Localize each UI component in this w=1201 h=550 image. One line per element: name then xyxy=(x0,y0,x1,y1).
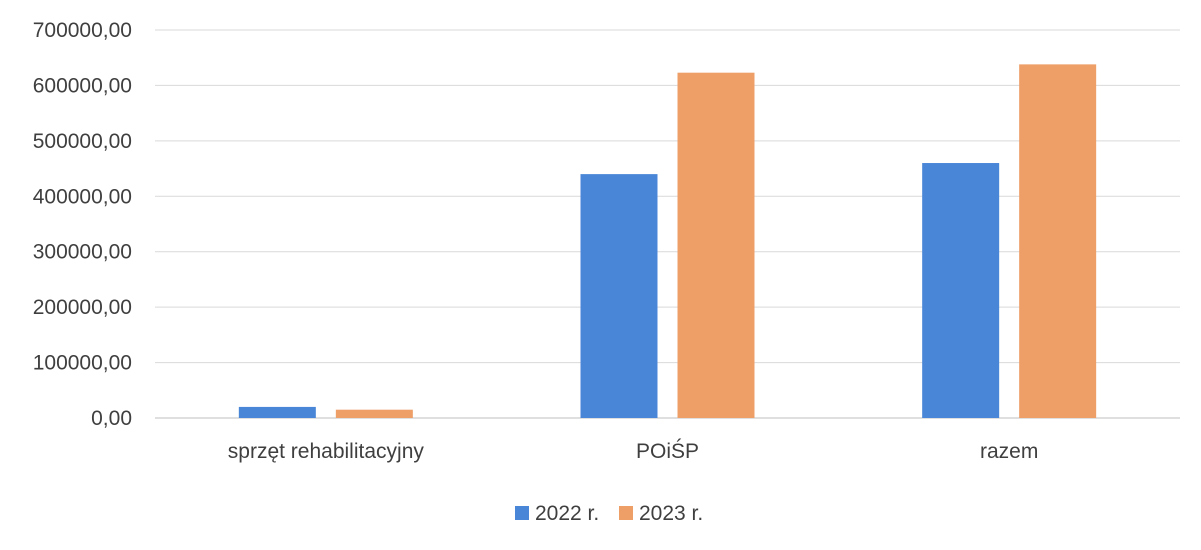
legend-swatch xyxy=(619,506,633,520)
y-tick-label: 100000,00 xyxy=(33,352,132,375)
bar-1-3 xyxy=(922,163,1000,418)
y-tick-label: 0,00 xyxy=(91,407,132,430)
x-axis-category-labels: sprzęt rehabilitacyjny POiŚP razem xyxy=(228,439,1039,463)
y-axis-tick-labels: 0,00 100000,00 200000,00 300000,00 400000,00… xyxy=(33,19,132,430)
x-category-label: POiŚP xyxy=(636,439,699,463)
bar-2-1 xyxy=(335,409,413,418)
x-category-label: sprzęt rehabilitacyjny xyxy=(228,440,425,463)
y-tick-label: 600000,00 xyxy=(33,74,132,97)
bars xyxy=(238,64,1097,419)
bar-1-2 xyxy=(580,174,658,418)
bar-2-3 xyxy=(1019,64,1097,418)
bar-1-1 xyxy=(238,406,316,418)
legend: 2022 r. 2023 r. xyxy=(515,502,703,525)
y-tick-label: 500000,00 xyxy=(33,130,132,153)
legend-swatch xyxy=(515,506,529,520)
legend-label: 2022 r. xyxy=(535,502,599,525)
y-tick-label: 400000,00 xyxy=(33,185,132,208)
y-tick-label: 700000,00 xyxy=(33,19,132,42)
y-tick-label: 200000,00 xyxy=(33,296,132,319)
grid-lines xyxy=(155,29,1180,419)
legend-label: 2023 r. xyxy=(639,502,703,525)
y-tick-label: 300000,00 xyxy=(33,241,132,264)
bar-2-2 xyxy=(677,72,755,419)
x-category-label: razem xyxy=(980,440,1038,463)
